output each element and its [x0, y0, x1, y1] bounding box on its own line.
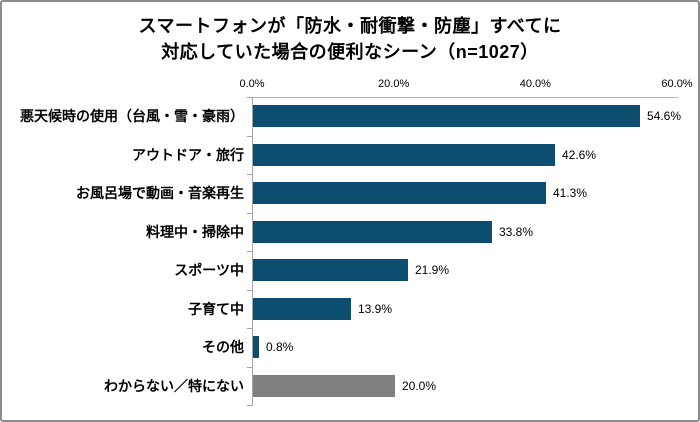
value-label: 54.6%: [647, 109, 682, 123]
x-axis-tick-label: 60.0%: [661, 78, 693, 90]
bar: [253, 182, 546, 204]
bar: [253, 336, 259, 358]
value-label: 13.9%: [358, 302, 393, 316]
value-label: 20.0%: [402, 379, 437, 393]
value-label: 33.8%: [499, 225, 534, 239]
bar: [253, 375, 395, 397]
bar: [253, 144, 555, 166]
value-label: 42.6%: [562, 148, 597, 162]
category-label: 料理中・掃除中: [146, 223, 244, 240]
y-axis-tick: [247, 97, 252, 98]
y-axis-tick: [247, 174, 252, 175]
category-label: わからない／特にない: [104, 377, 244, 394]
y-axis-tick: [247, 290, 252, 291]
category-label: 悪天候時の使用（台風・雪・豪雨）: [20, 108, 244, 125]
x-axis-tick-label: 40.0%: [519, 78, 551, 90]
bar: [253, 105, 640, 127]
y-axis-tick: [247, 136, 252, 137]
y-axis-tick: [247, 405, 252, 406]
value-label: 41.3%: [553, 186, 588, 200]
bar: [253, 259, 408, 281]
bar: [253, 221, 492, 243]
value-label: 0.8%: [266, 340, 294, 354]
category-label: 子育て中: [188, 300, 244, 317]
value-label: 21.9%: [415, 263, 450, 277]
category-label: お風呂場で動画・音楽再生: [76, 185, 244, 202]
x-axis-tick-label: 20.0%: [378, 78, 410, 90]
category-label: アウトドア・旅行: [132, 146, 244, 163]
chart-title: スマートフォンが「防水・耐衝撃・防塵」すべてに 対応していた場合の便利なシーン（…: [0, 13, 700, 65]
y-axis-tick: [247, 367, 252, 368]
x-axis-line: [252, 97, 678, 98]
y-axis-tick: [247, 213, 252, 214]
category-label: スポーツ中: [174, 262, 244, 279]
x-axis-tick-label: 0.0%: [239, 78, 265, 90]
chart-title-line2: 対応していた場合の便利なシーン（n=1027）: [161, 42, 539, 62]
bar: [253, 298, 351, 320]
y-axis-tick: [247, 328, 252, 329]
y-axis-line: [252, 97, 253, 406]
chart-title-line1: スマートフォンが「防水・耐衝撃・防塵」すべてに: [138, 16, 562, 36]
y-axis-tick: [247, 251, 252, 252]
category-label: その他: [202, 339, 244, 356]
